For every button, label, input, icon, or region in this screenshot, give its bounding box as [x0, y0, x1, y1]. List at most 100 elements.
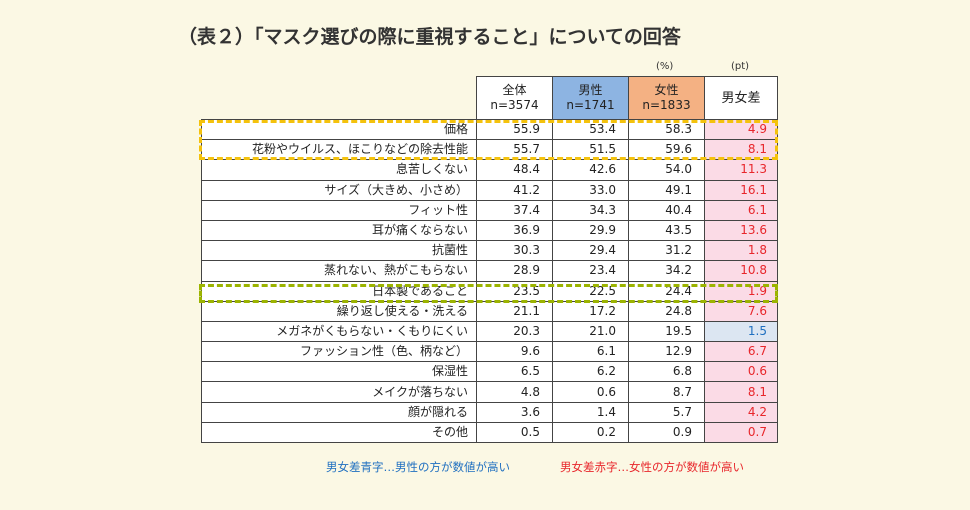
cell-female: 0.9: [628, 421, 705, 444]
cell-all: 37.4: [476, 199, 553, 221]
cell-male: 42.6: [552, 159, 629, 181]
row-label: 保湿性: [201, 361, 477, 383]
cell-diff: 6.7: [704, 341, 778, 363]
header-female-label: 女性: [654, 83, 679, 97]
table-row: 繰り返し使える・洗える 21.1 17.2 24.8 7.6: [201, 300, 778, 322]
row-label: メガネがくもらない・くもりにくい: [201, 320, 477, 343]
legend-red-note: 男女差赤字…女性の方が数値が高い: [560, 460, 744, 474]
header-female: 女性 n=1833: [628, 76, 705, 120]
cell-female: 54.0: [628, 159, 705, 181]
cell-all: 4.8: [476, 381, 553, 403]
row-label: フィット性: [201, 199, 477, 221]
table-title: （表２）「マスク選びの際に重視すること」についての回答: [178, 26, 681, 48]
cell-female: 58.3: [628, 118, 705, 141]
cell-diff: 0.7: [704, 421, 778, 444]
cell-diff: 8.1: [704, 381, 778, 403]
table-row: 息苦しくない 48.4 42.6 54.0 11.3: [201, 159, 778, 181]
cell-male: 6.1: [552, 341, 629, 363]
cell-all: 30.3: [476, 240, 553, 262]
cell-female: 24.4: [628, 280, 705, 302]
row-label: 蒸れない、熱がこもらない: [201, 260, 477, 282]
table-row: 抗菌性 30.3 29.4 31.2 1.8: [201, 240, 778, 262]
row-label: ファッション性（色、柄など）: [201, 341, 477, 363]
header-all: 全体 n=3574: [476, 76, 553, 120]
survey-table: 全体 n=3574 男性 n=1741 女性 n=1833 男女差 価格 55.9 53.…: [201, 76, 778, 444]
table-row: メイクが落ちない 4.8 0.6 8.7 8.1: [201, 381, 778, 403]
cell-male: 0.2: [552, 421, 629, 444]
cell-female: 34.2: [628, 260, 705, 282]
cell-female: 12.9: [628, 341, 705, 363]
cell-female: 31.2: [628, 240, 705, 262]
cell-diff: 1.8: [704, 240, 778, 262]
cell-all: 28.9: [476, 260, 553, 282]
table-row: ファッション性（色、柄など） 9.6 6.1 12.9 6.7: [201, 341, 778, 363]
cell-male: 33.0: [552, 179, 629, 201]
cell-all: 36.9: [476, 219, 553, 242]
cell-all: 41.2: [476, 179, 553, 201]
cell-male: 51.5: [552, 139, 629, 161]
cell-diff: 4.9: [704, 118, 778, 141]
cell-male: 1.4: [552, 401, 629, 423]
table-row: 日本製であること 23.5 22.5 24.4 1.9: [201, 280, 778, 302]
cell-all: 9.6: [476, 341, 553, 363]
cell-male: 6.2: [552, 361, 629, 383]
header-row: 全体 n=3574 男性 n=1741 女性 n=1833 男女差: [201, 76, 778, 120]
cell-diff: 8.1: [704, 139, 778, 161]
header-female-n: n=1833: [642, 98, 691, 112]
table-row: フィット性 37.4 34.3 40.4 6.1: [201, 199, 778, 221]
table-row: サイズ（大きめ、小さめ） 41.2 33.0 49.1 16.1: [201, 179, 778, 201]
row-label: 抗菌性: [201, 240, 477, 262]
cell-diff: 6.1: [704, 199, 778, 221]
row-label: サイズ（大きめ、小さめ）: [201, 179, 477, 201]
cell-female: 19.5: [628, 320, 705, 343]
cell-all: 48.4: [476, 159, 553, 181]
cell-diff: 1.5: [704, 320, 778, 343]
cell-male: 29.9: [552, 219, 629, 242]
cell-diff: 13.6: [704, 219, 778, 242]
row-label: 耳が痛くならない: [201, 219, 477, 242]
header-all-n: n=3574: [490, 98, 539, 112]
cell-diff: 0.6: [704, 361, 778, 383]
header-blank-cell: [201, 76, 477, 120]
table-row: 顔が隠れる 3.6 1.4 5.7 4.2: [201, 401, 778, 423]
cell-male: 22.5: [552, 280, 629, 302]
row-label: その他: [201, 421, 477, 444]
cell-male: 34.3: [552, 199, 629, 221]
cell-diff: 16.1: [704, 179, 778, 201]
cell-diff: 4.2: [704, 401, 778, 423]
cell-female: 6.8: [628, 361, 705, 383]
header-male: 男性 n=1741: [552, 76, 629, 120]
table-row: 耳が痛くならない 36.9 29.9 43.5 13.6: [201, 219, 778, 242]
cell-all: 3.6: [476, 401, 553, 423]
table-row: 価格 55.9 53.4 58.3 4.9: [201, 118, 778, 141]
cell-diff: 10.8: [704, 260, 778, 282]
cell-female: 43.5: [628, 219, 705, 242]
cell-male: 53.4: [552, 118, 629, 141]
row-label: 繰り返し使える・洗える: [201, 300, 477, 322]
cell-male: 0.6: [552, 381, 629, 403]
table-body: 価格 55.9 53.4 58.3 4.9 花粉やウイルス、ほこりなどの除去性能 55.7 5…: [201, 118, 778, 444]
row-label: 日本製であること: [201, 280, 477, 302]
cell-female: 5.7: [628, 401, 705, 423]
row-label: 息苦しくない: [201, 159, 477, 181]
cell-male: 23.4: [552, 260, 629, 282]
cell-male: 29.4: [552, 240, 629, 262]
table-row: 蒸れない、熱がこもらない 28.9 23.4 34.2 10.8: [201, 260, 778, 282]
unit-percent-label: (%): [656, 61, 674, 72]
row-label: 顔が隠れる: [201, 401, 477, 423]
cell-diff: 1.9: [704, 280, 778, 302]
cell-male: 17.2: [552, 300, 629, 322]
table-row: メガネがくもらない・くもりにくい 20.3 21.0 19.5 1.5: [201, 320, 778, 343]
table-row: 花粉やウイルス、ほこりなどの除去性能 55.7 51.5 59.6 8.1: [201, 139, 778, 161]
header-diff: 男女差: [704, 76, 778, 120]
cell-diff: 11.3: [704, 159, 778, 181]
cell-female: 40.4: [628, 199, 705, 221]
header-all-label: 全体: [502, 83, 527, 97]
cell-female: 49.1: [628, 179, 705, 201]
cell-all: 55.9: [476, 118, 553, 141]
cell-female: 24.8: [628, 300, 705, 322]
unit-point-label: (pt): [731, 61, 750, 72]
cell-all: 6.5: [476, 361, 553, 383]
row-label: 花粉やウイルス、ほこりなどの除去性能: [201, 139, 477, 161]
cell-female: 59.6: [628, 139, 705, 161]
